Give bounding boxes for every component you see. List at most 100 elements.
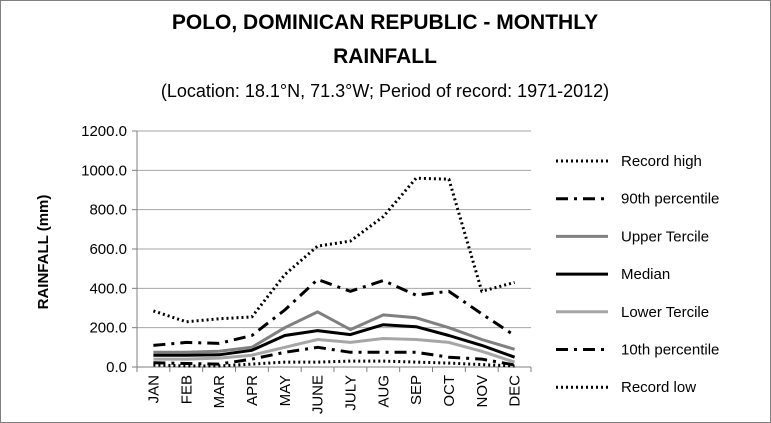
data-point [481, 345, 482, 346]
data-point [383, 216, 384, 217]
data-point [514, 282, 515, 283]
data-point [317, 330, 318, 331]
data-point [219, 364, 220, 365]
data-point [514, 365, 515, 366]
data-point [383, 338, 384, 339]
axes: 0.0 200.0 400.0 600.0 800.0 1000.0 1200.0 JAN FE… [81, 123, 532, 414]
data-point [251, 347, 252, 348]
data-point [383, 361, 384, 362]
legend-item: Record high [556, 153, 702, 170]
data-point [350, 352, 351, 353]
series-90th-percentile [153, 278, 516, 347]
data-point [514, 362, 515, 363]
data-point [448, 327, 449, 328]
y-tick-label: 400.0 [89, 280, 127, 297]
data-point [284, 347, 285, 348]
data-point [317, 362, 318, 363]
data-point [481, 351, 482, 352]
data-point [448, 357, 449, 358]
data-point [514, 349, 515, 350]
data-point [219, 358, 220, 359]
data-point [448, 179, 449, 180]
data-point [317, 279, 318, 280]
data-point [251, 355, 252, 356]
y-tick-label: 800.0 [89, 202, 127, 219]
data-point [153, 352, 154, 353]
legend-label: Median [621, 266, 670, 283]
legend-item: Median [556, 266, 670, 283]
plot-series [152, 176, 516, 368]
y-tick-label: 0.0 [106, 359, 127, 376]
series-line [153, 345, 515, 367]
legend-label: Record low [621, 379, 696, 396]
data-point [251, 364, 252, 365]
data-point [317, 246, 318, 247]
data-point [383, 324, 384, 325]
series-line [153, 359, 515, 368]
series-line [153, 278, 516, 347]
data-point [350, 241, 351, 242]
data-point [514, 366, 515, 367]
data-point [186, 366, 187, 367]
data-point [219, 354, 220, 355]
data-point [186, 359, 187, 360]
legend-item: 10th percentile [556, 342, 719, 359]
data-point [284, 274, 285, 275]
data-point [317, 347, 318, 348]
data-point [481, 313, 482, 314]
chart-title-line1: POLO, DOMINICAN REPUBLIC - MONTHLY [172, 11, 598, 34]
data-point [416, 178, 417, 179]
data-point [153, 355, 154, 356]
data-point [350, 334, 351, 335]
gridlines [137, 130, 531, 329]
chart-title-line2: RAINFALL [333, 45, 437, 68]
series-10th-percentile [153, 345, 515, 367]
x-tick-label: OCT [441, 375, 458, 407]
chart-subtitle: (Location: 18.1°N, 71.3°W; Period of rec… [161, 81, 609, 101]
data-point [416, 362, 417, 363]
data-point [284, 335, 285, 336]
data-point [284, 309, 285, 310]
data-point [416, 295, 417, 296]
x-tick-label: JULY [342, 375, 359, 411]
data-point [153, 345, 154, 346]
series-line [153, 310, 516, 354]
data-point [284, 362, 285, 363]
x-tick-label: JAN [145, 375, 162, 403]
data-point [186, 342, 187, 343]
data-point [153, 310, 154, 311]
data-point [416, 317, 417, 318]
y-tick-label: 600.0 [89, 241, 127, 258]
data-point [186, 355, 187, 356]
series-line [152, 176, 515, 324]
legend-label: Record high [621, 153, 702, 170]
data-point [317, 311, 318, 312]
data-point [448, 291, 449, 292]
data-point [317, 339, 318, 340]
series-lower-tercile [153, 337, 516, 364]
data-point [383, 314, 384, 315]
y-tick-label: 1000.0 [81, 162, 127, 179]
x-tick-label: MAY [277, 375, 294, 406]
data-point [481, 359, 482, 360]
data-point [514, 335, 515, 336]
legend-label: 90th percentile [621, 191, 719, 208]
data-point [219, 318, 220, 319]
legend-label: Upper Tercile [621, 228, 709, 245]
series-record-low [153, 359, 515, 368]
data-point [383, 352, 384, 353]
legend-item: Record low [556, 379, 696, 396]
data-point [383, 280, 384, 281]
x-tick-label: DEC [507, 375, 524, 407]
data-point [514, 357, 515, 358]
data-point [448, 342, 449, 343]
data-point [153, 365, 154, 366]
data-point [219, 366, 220, 367]
data-point [416, 326, 417, 327]
x-tick-label: NOV [474, 375, 491, 408]
data-point [350, 342, 351, 343]
series-median [153, 323, 516, 359]
series-line [153, 323, 516, 359]
data-point [251, 335, 252, 336]
